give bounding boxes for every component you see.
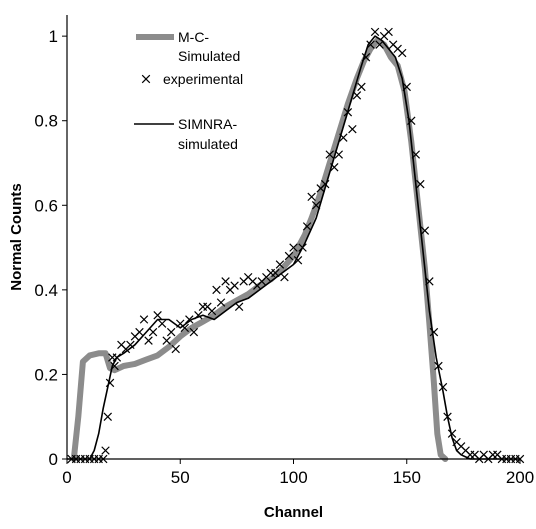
y-axis-title: Normal Counts [8, 183, 25, 291]
data-point-experimental [447, 429, 457, 438]
data-point-experimental [293, 256, 303, 265]
legend-label-mc-simulated: Simulated [178, 48, 240, 64]
data-point-experimental [416, 179, 425, 189]
legend-label-simnra-simulated: simulated [178, 136, 238, 152]
data-point-experimental [302, 222, 312, 231]
data-point-experimental [348, 124, 357, 134]
data-point-experimental [185, 315, 194, 324]
plot-area [66, 27, 525, 464]
y-tick-label: 0.4 [34, 281, 58, 300]
data-point-experimental [153, 311, 162, 320]
data-point-experimental [101, 446, 110, 455]
y-tick-label: 0.8 [34, 112, 58, 131]
data-point-experimental [438, 382, 448, 392]
data-point-experimental [162, 336, 171, 345]
x-tick-label: 200 [506, 468, 534, 487]
y-tick-label: 0.2 [34, 365, 58, 384]
data-point-experimental [307, 192, 316, 202]
tick-labels: 0 50 100 150 200 0 0.2 0.4 0.6 0.8 1 [34, 27, 534, 487]
data-point-experimental [384, 27, 393, 37]
data-point-experimental [370, 27, 380, 37]
data-point-experimental [148, 327, 158, 337]
data-point-experimental [230, 281, 239, 290]
data-point-experimental [157, 319, 167, 328]
data-point-experimental [352, 91, 362, 100]
data-point-experimental [180, 323, 190, 333]
data-point-experimental [221, 277, 230, 286]
data-point-experimental [144, 336, 153, 345]
data-point-experimental [397, 48, 407, 58]
legend-label-experimental: experimental [163, 71, 243, 87]
legend-label-mc-simulated: M-C- [178, 29, 209, 45]
data-point-experimental [216, 298, 226, 307]
data-point-experimental [375, 40, 384, 49]
series-line-mc-simulated [70, 37, 449, 462]
data-point-experimental [207, 306, 217, 316]
x-tick-label: 100 [279, 468, 307, 487]
legend: M-C- Simulated experimental SIMNRA-simulate… [134, 29, 243, 152]
y-tick-label: 0.6 [34, 196, 58, 215]
data-point-experimental [171, 344, 180, 354]
data-point-experimental [234, 302, 244, 311]
data-point-experimental [420, 226, 430, 235]
data-point-experimental [189, 327, 199, 337]
x-tick-label: 0 [62, 468, 71, 487]
data-point-experimental [289, 243, 298, 252]
y-tick-label: 1 [49, 27, 58, 46]
data-point-experimental [284, 251, 294, 261]
x-axis-title: Channel [264, 504, 323, 521]
data-point-experimental [166, 327, 176, 337]
data-point-experimental [126, 340, 135, 350]
data-point-experimental [212, 285, 221, 295]
legend-swatch-experimental [141, 74, 151, 84]
x-tick-label: 50 [171, 468, 190, 487]
data-point-experimental [280, 272, 289, 282]
legend-label-simnra-simulated: SIMNRA- [178, 116, 237, 132]
x-tick-label: 150 [393, 468, 421, 487]
data-point-experimental [135, 327, 144, 337]
data-point-experimental [103, 412, 112, 421]
data-point-experimental [275, 260, 285, 269]
axes [66, 15, 520, 460]
data-point-experimental [357, 82, 366, 92]
data-point-experimental [139, 315, 149, 324]
series-line-simnra-simulated [66, 35, 521, 460]
data-point-experimental [325, 150, 334, 159]
y-tick-label: 0 [49, 450, 58, 469]
